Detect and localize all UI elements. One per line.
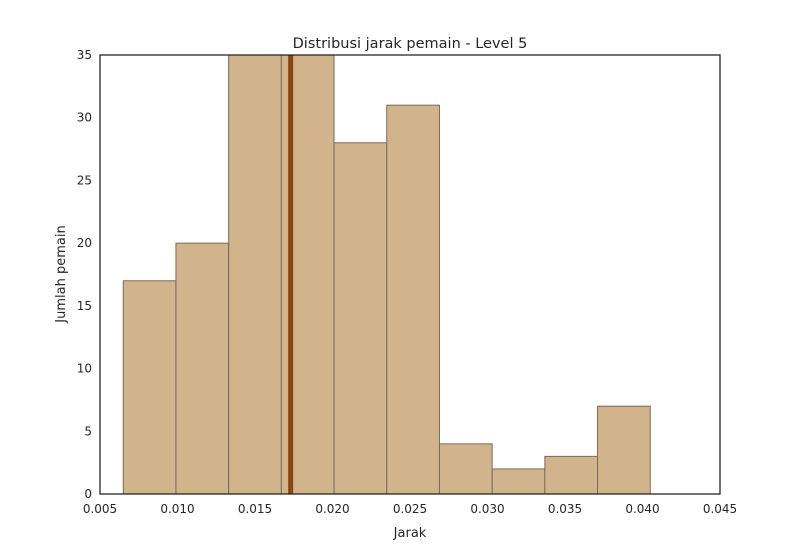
x-tick-label: 0.020 — [315, 502, 349, 516]
chart-title: Distribusi jarak pemain - Level 5 — [293, 36, 528, 52]
plot-frame — [99, 54, 721, 495]
histogram-bar — [228, 54, 282, 495]
y-tick-label: 15 — [77, 299, 92, 313]
histogram-bar — [597, 405, 651, 495]
x-tick-label: 0.040 — [625, 502, 659, 516]
x-tick-label: 0.035 — [548, 502, 582, 516]
y-axis-ticks: 0 5 10 15 20 25 30 35 — [77, 48, 92, 501]
y-tick-label: 35 — [77, 48, 92, 62]
x-axis-ticks: 0.005 0.010 0.015 0.020 0.025 0.030 0.035 0.040… — [83, 502, 737, 516]
histogram-bar — [122, 280, 177, 495]
y-tick-label: 5 — [84, 424, 92, 438]
y-tick-label: 30 — [77, 111, 92, 125]
y-axis-label: Jumlah pemain — [54, 225, 69, 323]
histogram-bar — [386, 104, 440, 495]
x-tick-label: 0.015 — [238, 502, 272, 516]
histogram-bar — [438, 443, 493, 495]
x-tick-label: 0.025 — [393, 502, 427, 516]
histogram-bar — [544, 455, 599, 495]
x-tick-label: 0.030 — [470, 502, 504, 516]
x-tick-label: 0.010 — [160, 502, 194, 516]
y-tick-label: 25 — [77, 173, 92, 187]
x-tick-label: 0.005 — [83, 502, 117, 516]
histogram-bar — [491, 468, 546, 495]
x-axis-label: Jarak — [393, 526, 427, 541]
bars-layer — [122, 54, 651, 495]
x-tick-label: 0.045 — [703, 502, 737, 516]
y-tick-label: 20 — [77, 236, 92, 250]
y-tick-label: 10 — [77, 362, 92, 376]
histogram-bar — [175, 242, 230, 495]
histogram-bar — [333, 142, 388, 495]
y-tick-label: 0 — [84, 487, 92, 501]
